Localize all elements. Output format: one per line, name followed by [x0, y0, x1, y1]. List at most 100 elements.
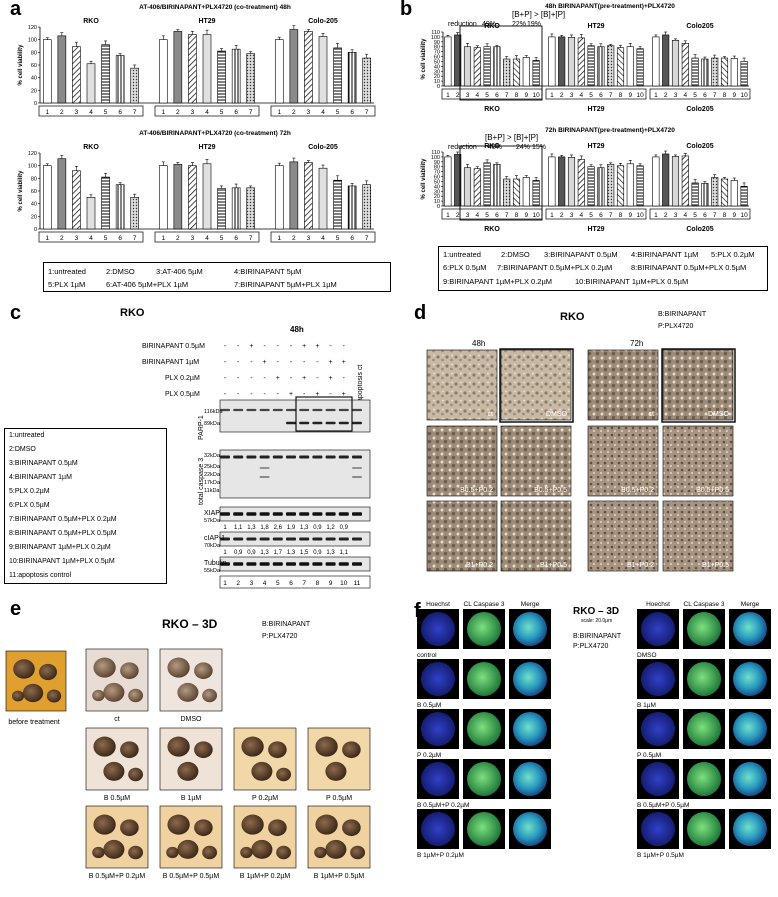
cell-line-label: Colo205 [686, 23, 713, 30]
spheroid-signal [467, 812, 501, 846]
lane-number: 3 [307, 109, 311, 116]
lane-number: 7 [365, 109, 369, 116]
y-tick-label: 100 [431, 155, 440, 161]
channel-label: Merge [741, 601, 760, 608]
treatment-sign: + [315, 343, 319, 350]
lane-box [154, 105, 260, 117]
y-tick-label: 80 [434, 45, 440, 51]
bar [101, 176, 110, 230]
lane-number: 6 [495, 92, 499, 99]
blot-band [233, 408, 244, 412]
lane-number: 5 [589, 212, 593, 219]
panel-a-legend: 1:untreated 2:DMSO 3:AT-406 5µM 4:BIRINA… [43, 262, 391, 292]
spheroid-tile [159, 805, 223, 869]
legend-item: 6:PLX 0.5µM [443, 263, 487, 272]
micrograph-tile [426, 500, 498, 572]
spheroid-signal [421, 812, 455, 846]
spheroid-tile [159, 648, 223, 712]
spheroid [350, 845, 366, 860]
lane-number: 7 [302, 580, 306, 587]
panel-label-c: c [10, 302, 22, 324]
y-tick-label: 70 [434, 50, 440, 56]
micrograph-tile [500, 425, 572, 497]
ciap-label: cIAP-1 [204, 535, 225, 542]
bar [587, 45, 595, 87]
blot-band [325, 408, 336, 412]
lane-number: 9 [524, 92, 528, 99]
bar [289, 161, 299, 230]
treatment-sign: + [342, 391, 346, 398]
bar [274, 165, 284, 230]
y-tick-label: 80 [31, 176, 37, 182]
bar [158, 39, 168, 104]
lane-number: 4 [321, 235, 325, 242]
bar [691, 182, 699, 207]
bar [483, 46, 491, 87]
ciap-value: 1,5 [300, 550, 309, 556]
y-tick-label: 30 [434, 69, 440, 75]
xiap-value: 1,1 [234, 525, 243, 531]
spheroid-signal [641, 712, 675, 746]
bar [720, 178, 729, 207]
lane-number: 4 [321, 109, 325, 116]
spheroid [177, 761, 199, 781]
spheroid-signal [733, 812, 767, 846]
blot-band [352, 476, 362, 478]
cell-line-label: Colo205 [686, 143, 713, 150]
blot-band [246, 512, 257, 516]
channel-label: CL Caspase 3 [684, 601, 725, 608]
blot-band [220, 537, 230, 541]
lane-number: 1 [45, 109, 49, 116]
spheroid [315, 736, 338, 757]
tile-label: B 0.5µM+P 0.2µM [89, 873, 146, 880]
xiap-value: 1,3 [247, 525, 256, 531]
blot-band [338, 562, 349, 566]
bar [691, 57, 699, 87]
lane-number: 3 [674, 212, 678, 219]
spheroid-signal [687, 612, 721, 646]
treatment-sign-grid: - - + - - - + + - - - - - + - - - - + + - - - - + - + - + - - - - - - + - + - + [224, 343, 346, 398]
treatment-sign: - [237, 375, 240, 382]
tile-label: ct [114, 716, 120, 723]
lane-box [154, 231, 260, 243]
y-tick-label: 90 [434, 40, 440, 46]
treatment-sign: + [302, 343, 306, 350]
bar [42, 165, 52, 230]
y-tick-label: 20 [434, 194, 440, 200]
lane-number: 3 [191, 235, 195, 242]
blot-band [259, 476, 270, 478]
blot-band [272, 408, 283, 412]
lane-number: 10 [636, 212, 644, 219]
bar [318, 36, 328, 104]
blot-band [352, 408, 362, 412]
y-tick-label: 50 [434, 179, 440, 185]
lane-number: 2 [292, 109, 296, 116]
y-tick-label: 80 [434, 165, 440, 171]
ciap-value: 1,3 [326, 550, 335, 556]
xiap-value: 1 [223, 525, 227, 531]
blot-band [352, 537, 362, 541]
spheroid [241, 814, 264, 835]
y-tick-label: 20 [434, 74, 440, 80]
spheroid-tile [85, 648, 149, 712]
lane-number: 5 [693, 92, 697, 99]
treatment-sign: - [250, 359, 253, 366]
treatment-sign: - [303, 391, 306, 398]
panel-d-micrographs: RKO B:BIRINAPANT P:PLX4720 48h 72h ct DMS… [426, 311, 736, 572]
bar [548, 156, 556, 207]
lane-number: 1 [161, 109, 165, 116]
y-tick-label: 60 [31, 63, 37, 69]
cell-line-label: HT29 [198, 144, 215, 151]
pct-72-2: 24% [516, 144, 530, 151]
parp-label: PARP-1 [198, 415, 205, 440]
y-tick-label: 120 [28, 25, 37, 31]
lane-box [545, 88, 647, 100]
spheroid-tile [159, 727, 223, 791]
spheroid [202, 845, 218, 860]
tile-label: B0.5+P0.2 [460, 487, 493, 494]
blot-band [272, 455, 283, 459]
tile-label: B 1µM [181, 795, 202, 802]
bar [512, 58, 521, 87]
panel-label-b: b [400, 0, 413, 20]
lane-number: 4 [89, 235, 93, 242]
